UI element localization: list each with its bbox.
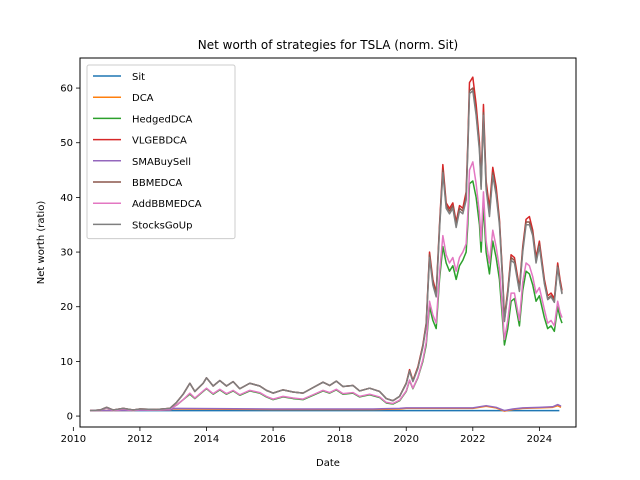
x-tick-label: 2014 (194, 434, 219, 445)
x-tick-label: 2010 (61, 434, 86, 445)
legend-label-hedgeddca: HedgedDCA (132, 114, 193, 125)
legend-label-bbmedca: BBMEDCA (132, 178, 182, 189)
y-tick-label: 20 (60, 302, 73, 313)
x-tick-label: 2012 (127, 434, 152, 445)
x-tick-label: 2024 (527, 434, 552, 445)
x-tick-label: 2022 (460, 434, 485, 445)
axis-ticks: 2010 2012 2014 2016 2018 2020 2022 2024 0 10 20 30 4… (60, 84, 552, 445)
series-line-smabuysell (89, 403, 562, 412)
y-tick-label: 10 (60, 357, 73, 368)
y-tick-label: 60 (60, 84, 73, 95)
legend-label-sit: Sit (132, 72, 145, 83)
y-axis-label: Net worth (ratio) (36, 201, 47, 285)
legend-label-stocksgoup: StocksGoUp (132, 220, 192, 231)
y-tick-label: 30 (60, 248, 73, 259)
x-tick-label: 2020 (394, 434, 419, 445)
legend-label-dca: DCA (132, 93, 154, 104)
y-tick-label: 40 (60, 193, 73, 204)
plot-area (89, 76, 563, 412)
x-axis-label: Date (316, 458, 340, 469)
legend-box (86, 64, 236, 240)
legend: Sit DCA HedgedDCA VLGEBDCA SMABuySell BBMEDCA… (86, 64, 236, 240)
legend-label-vlgebdca: VLGEBDCA (132, 136, 187, 147)
y-tick-label: 0 (67, 412, 73, 423)
legend-label-smabuysell: SMABuySell (132, 157, 191, 168)
series-line-stocksgoup (89, 90, 563, 412)
series-line-addbbmedca (89, 161, 563, 412)
x-tick-label: 2018 (327, 434, 352, 445)
plot-frame (79, 57, 577, 428)
chart-title: Net worth of strategies for TSLA (norm. … (198, 38, 458, 52)
y-tick-label: 50 (60, 138, 73, 149)
x-tick-label: 2016 (260, 434, 285, 445)
legend-label-addbbmedca: AddBBMEDCA (132, 199, 202, 210)
